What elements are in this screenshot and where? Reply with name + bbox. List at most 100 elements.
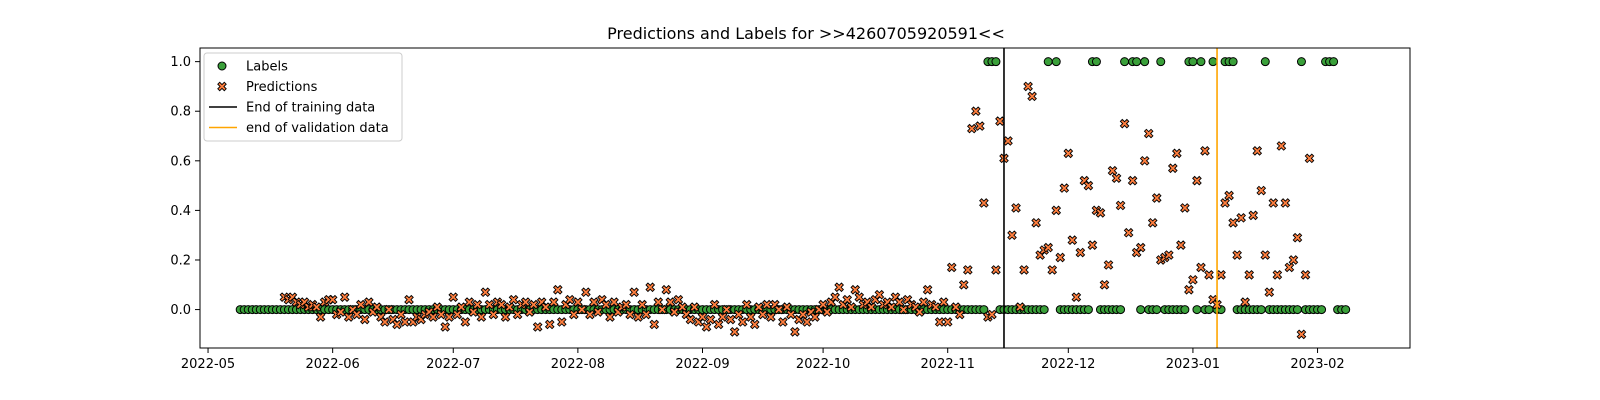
prediction-point (400, 317, 410, 327)
prediction-point (1003, 136, 1013, 146)
prediction-point (954, 309, 965, 320)
prediction-point (629, 287, 639, 298)
prediction-point (757, 309, 768, 320)
prediction-point (1180, 203, 1190, 213)
prediction-point (464, 297, 475, 307)
prediction-point (641, 309, 652, 320)
prediction-point (372, 302, 382, 312)
prediction-point (1075, 247, 1086, 258)
prediction-point (1264, 287, 1275, 298)
prediction-point (585, 309, 595, 320)
prediction-point (709, 299, 720, 310)
prediction-point (1059, 183, 1070, 193)
prediction-point (1119, 118, 1130, 129)
prediction-point (741, 299, 752, 310)
x-tick-label: 2022-08 (551, 357, 605, 372)
label-point (1317, 305, 1327, 315)
prediction-point (991, 265, 1001, 275)
label-point (1120, 57, 1130, 67)
legend-predictions-marker (217, 81, 227, 92)
prediction-point (444, 312, 455, 322)
prediction-point (601, 299, 611, 310)
prediction-point (914, 307, 925, 317)
prediction-point (548, 297, 559, 307)
label-point (1188, 57, 1198, 67)
label-point (1116, 305, 1126, 315)
prediction-point (484, 299, 495, 310)
prediction-point (1192, 175, 1202, 186)
label-point (991, 57, 1001, 67)
prediction-point (1011, 203, 1021, 213)
prediction-point (1107, 165, 1118, 176)
prediction-point (1244, 270, 1255, 280)
prediction-point (713, 319, 724, 330)
x-tick-label: 2022-12 (1041, 357, 1095, 372)
prediction-point (480, 287, 491, 298)
prediction-point (339, 292, 350, 303)
label-point (1196, 57, 1206, 67)
prediction-point (866, 302, 877, 312)
prediction-point (886, 302, 897, 312)
prediction-point (1288, 255, 1299, 265)
prediction-point (1019, 265, 1029, 275)
label-point (979, 305, 989, 315)
label-point (1039, 305, 1049, 315)
prediction-point (472, 299, 483, 310)
prediction-point (460, 317, 471, 327)
prediction-point (987, 309, 997, 320)
prediction-point (665, 297, 676, 307)
prediction-point (573, 297, 583, 307)
prediction-point (1204, 270, 1214, 280)
prediction-point (1115, 200, 1126, 211)
prediction-point (556, 317, 567, 327)
prediction-point (508, 294, 519, 305)
prediction-point (677, 302, 688, 312)
prediction-point (1147, 217, 1158, 228)
prediction-point (721, 304, 732, 315)
prediction-point (778, 317, 788, 327)
prediction-point (428, 312, 438, 322)
prediction-point (1015, 302, 1025, 312)
prediction-point (440, 322, 451, 332)
prediction-point (476, 312, 487, 322)
label-point (1204, 305, 1214, 315)
label-point (1292, 305, 1302, 315)
plot-frame (199, 47, 1411, 349)
prediction-point (1268, 198, 1279, 208)
prediction-point (1051, 205, 1062, 216)
prediction-point (432, 302, 443, 312)
prediction-point (798, 309, 808, 320)
prediction-point (1135, 242, 1146, 253)
label-point (1192, 305, 1202, 315)
prediction-point (311, 302, 322, 312)
legend-labels-marker (217, 61, 227, 71)
prediction-point (1224, 190, 1234, 201)
prediction-point (922, 284, 933, 295)
y-tick-label: 0.6 (170, 154, 191, 169)
prediction-point (1099, 279, 1110, 290)
prediction-point (962, 265, 973, 275)
plot-area (235, 48, 1351, 348)
prediction-point (1292, 232, 1303, 243)
label-point (1256, 305, 1266, 315)
y-tick-label: 0.2 (170, 253, 191, 268)
prediction-point (649, 319, 660, 330)
prediction-point (729, 327, 740, 337)
prediction-point (1232, 250, 1242, 260)
prediction-point (802, 317, 812, 327)
prediction-point (782, 302, 792, 312)
label-point (1180, 305, 1190, 315)
prediction-point (504, 302, 515, 312)
prediction-point (733, 309, 744, 320)
prediction-point (717, 312, 728, 322)
prediction-point (854, 292, 865, 303)
prediction-point (621, 299, 631, 310)
label-point (1341, 305, 1351, 315)
x-tick-label: 2022-07 (426, 357, 480, 372)
prediction-point (830, 292, 840, 303)
prediction-point (701, 322, 712, 332)
label-point (1140, 57, 1150, 67)
label-point (1051, 57, 1061, 67)
prediction-point (404, 294, 414, 305)
